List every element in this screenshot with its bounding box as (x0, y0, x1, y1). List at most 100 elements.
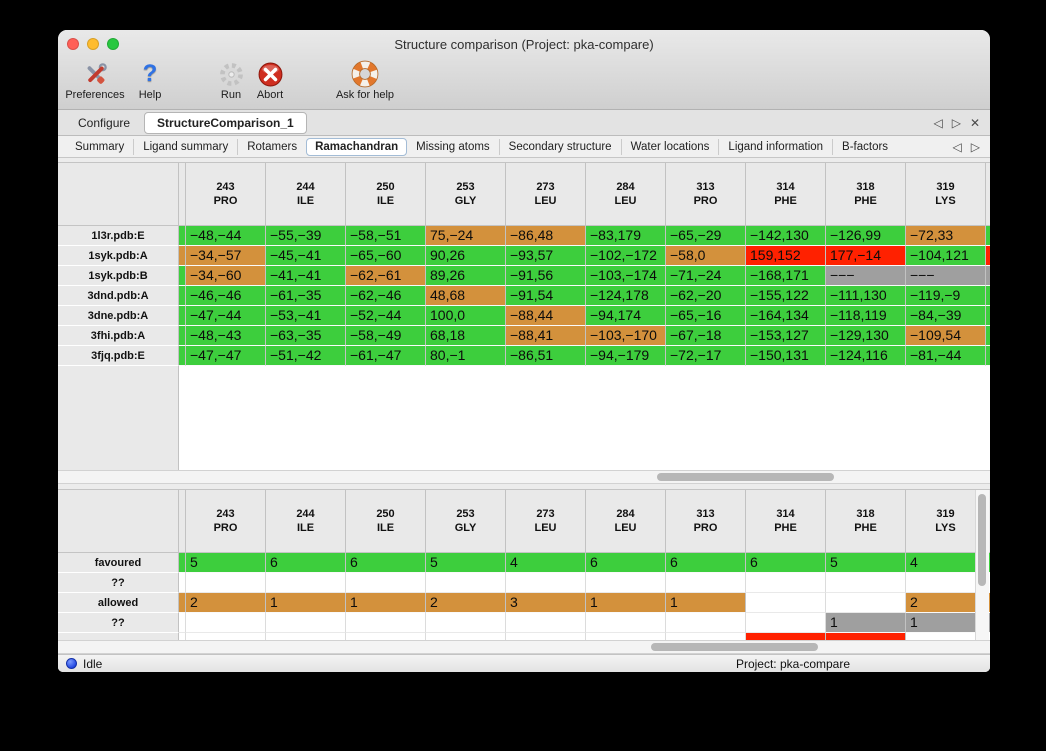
column-header-243: 243 PRO (186, 163, 266, 226)
table-row: allowed 2 1 1 2 3 1 1 2 (58, 593, 990, 613)
phi-psi-cell: 68,18 (426, 326, 506, 346)
count-cell: 1 (666, 593, 746, 613)
count-cell (586, 613, 666, 633)
table-row: 1l3r.pdb:E −48,−44 −55,−39 −58,−51 75,−24 −86… (58, 226, 990, 246)
subtab-scroll-left-icon[interactable]: ◁ (952, 139, 962, 154)
toolbar-button-ask-for-help[interactable]: Ask for help (325, 59, 405, 101)
column-number: 314 (776, 181, 795, 193)
column-number: 244 (296, 508, 315, 520)
vertical-scrollbar-track[interactable] (975, 490, 989, 640)
column-number: 284 (616, 508, 635, 520)
horizontal-scrollbar-track[interactable] (58, 470, 990, 484)
column-number: 243 (216, 508, 235, 520)
tab-scroll-right-icon[interactable]: ▷ (951, 115, 961, 130)
tab-configure[interactable]: Configure (78, 115, 131, 130)
column-strip-header (179, 490, 186, 553)
phi-psi-cell: −58,−49 (346, 326, 426, 346)
count-cell (746, 633, 826, 640)
column-header-243: 243 PRO (186, 490, 266, 553)
horizontal-scrollbar-track[interactable] (58, 640, 990, 654)
table-header-row: 243 PRO 244 ILE 250 ILE 253 GLY 273 LEU 284 LEU 313 P… (58, 162, 990, 226)
phi-psi-cell: 80,−1 (426, 346, 506, 366)
count-cell: 6 (266, 553, 346, 573)
phi-psi-cell: −65,−60 (346, 246, 426, 266)
sub-tab-bar: Summary Ligand summary Rotamers Ramachandra… (58, 136, 990, 158)
count-cell: 2 (186, 593, 266, 613)
column-number: 314 (776, 508, 795, 520)
count-cell (346, 573, 426, 593)
toolbar-button-label: Abort (256, 89, 284, 101)
trail-strip (986, 226, 990, 246)
count-cell (586, 573, 666, 593)
subtab-b-factors[interactable]: B-factors (832, 138, 897, 155)
sub-tab-nav: ◁ ▷ (953, 136, 980, 157)
count-cell: 6 (746, 553, 826, 573)
phi-psi-cell: −84,−39 (906, 306, 986, 326)
phi-psi-cell: 89,26 (426, 266, 506, 286)
table-corner-cell (58, 163, 179, 226)
trail-strip (986, 326, 990, 346)
column-residue: LEU (534, 522, 557, 534)
window-title: Structure comparison (Project: pka-compa… (394, 37, 654, 52)
toolbar-button-abort[interactable]: Abort (248, 59, 292, 101)
traffic-lights (67, 38, 119, 50)
table-row (58, 633, 990, 640)
subtab-water-locations[interactable]: Water locations (620, 138, 719, 155)
phi-psi-cell: −72,−17 (666, 346, 746, 366)
column-header-313: 313 PRO (666, 490, 746, 553)
count-cell: 2 (426, 593, 506, 613)
count-cell (186, 613, 266, 633)
column-number: 243 (216, 181, 235, 193)
tab-scroll-left-icon[interactable]: ◁ (933, 115, 943, 130)
phi-psi-cell: −124,178 (586, 286, 666, 306)
toolbar-button-help[interactable]: ? Help (130, 59, 170, 102)
close-button[interactable] (67, 38, 79, 50)
phi-psi-cell: −41,−41 (266, 266, 346, 286)
column-residue: PRO (693, 522, 718, 534)
trail-strip (986, 246, 990, 266)
count-cell (826, 633, 906, 640)
column-header-250: 250 ILE (346, 163, 426, 226)
row-label: 3fjq.pdb:E (58, 346, 179, 366)
toolbar-button-label: Preferences (65, 89, 125, 101)
column-header-319: 319 LYS (906, 163, 986, 226)
phi-psi-cell: −93,57 (506, 246, 586, 266)
phi-psi-cell: −46,−46 (186, 286, 266, 306)
count-cell (426, 613, 506, 633)
main-tab-bar: Configure StructureComparison_1 ◁ ▷ ✕ (58, 110, 990, 136)
phi-psi-cell: −−− (826, 266, 906, 286)
tab-structurecomparison-1[interactable]: StructureComparison_1 (144, 111, 307, 134)
phi-psi-cell: −58,0 (666, 246, 746, 266)
column-header-318: 318 PHE (826, 490, 906, 553)
count-cell: 5 (186, 553, 266, 573)
column-header-284: 284 LEU (586, 163, 666, 226)
horizontal-scrollbar-thumb[interactable] (651, 643, 818, 651)
phi-psi-cell: 90,26 (426, 246, 506, 266)
vertical-scrollbar-thumb[interactable] (978, 494, 986, 586)
column-residue: PHE (774, 195, 797, 207)
phi-psi-cell: −164,134 (746, 306, 826, 326)
count-cell (346, 633, 426, 640)
minimize-button[interactable] (87, 38, 99, 50)
row-label (58, 633, 179, 640)
phi-psi-cell: −67,−18 (666, 326, 746, 346)
horizontal-scrollbar-thumb[interactable] (657, 473, 834, 481)
subtab-missing-atoms[interactable]: Missing atoms (416, 140, 490, 153)
lead-strip (179, 326, 186, 346)
toolbar-button-run[interactable]: Run (211, 59, 251, 101)
ramachandran-panel: 243 PRO 244 ILE 250 ILE 253 GLY 273 LEU 284 LEU 313 P… (58, 159, 990, 672)
subtab-rotamers[interactable]: Rotamers (237, 138, 306, 155)
subtab-secondary-structure[interactable]: Secondary structure (498, 138, 621, 155)
toolbar-button-preferences[interactable]: Preferences (60, 59, 130, 101)
subtab-ligand-summary[interactable]: Ligand summary (133, 138, 237, 155)
lead-strip (179, 226, 186, 246)
tab-close-icon[interactable]: ✕ (969, 115, 980, 130)
subtab-summary[interactable]: Summary (75, 140, 125, 153)
subtab-scroll-right-icon[interactable]: ▷ (970, 139, 980, 154)
subtab-ramachandran[interactable]: Ramachandran (306, 137, 408, 156)
zoom-button[interactable] (107, 38, 119, 50)
phi-psi-cell: −129,130 (826, 326, 906, 346)
phi-psi-cell: −47,−47 (186, 346, 266, 366)
subtab-ligand-information[interactable]: Ligand information (718, 138, 832, 155)
phi-psi-cell: −168,171 (746, 266, 826, 286)
